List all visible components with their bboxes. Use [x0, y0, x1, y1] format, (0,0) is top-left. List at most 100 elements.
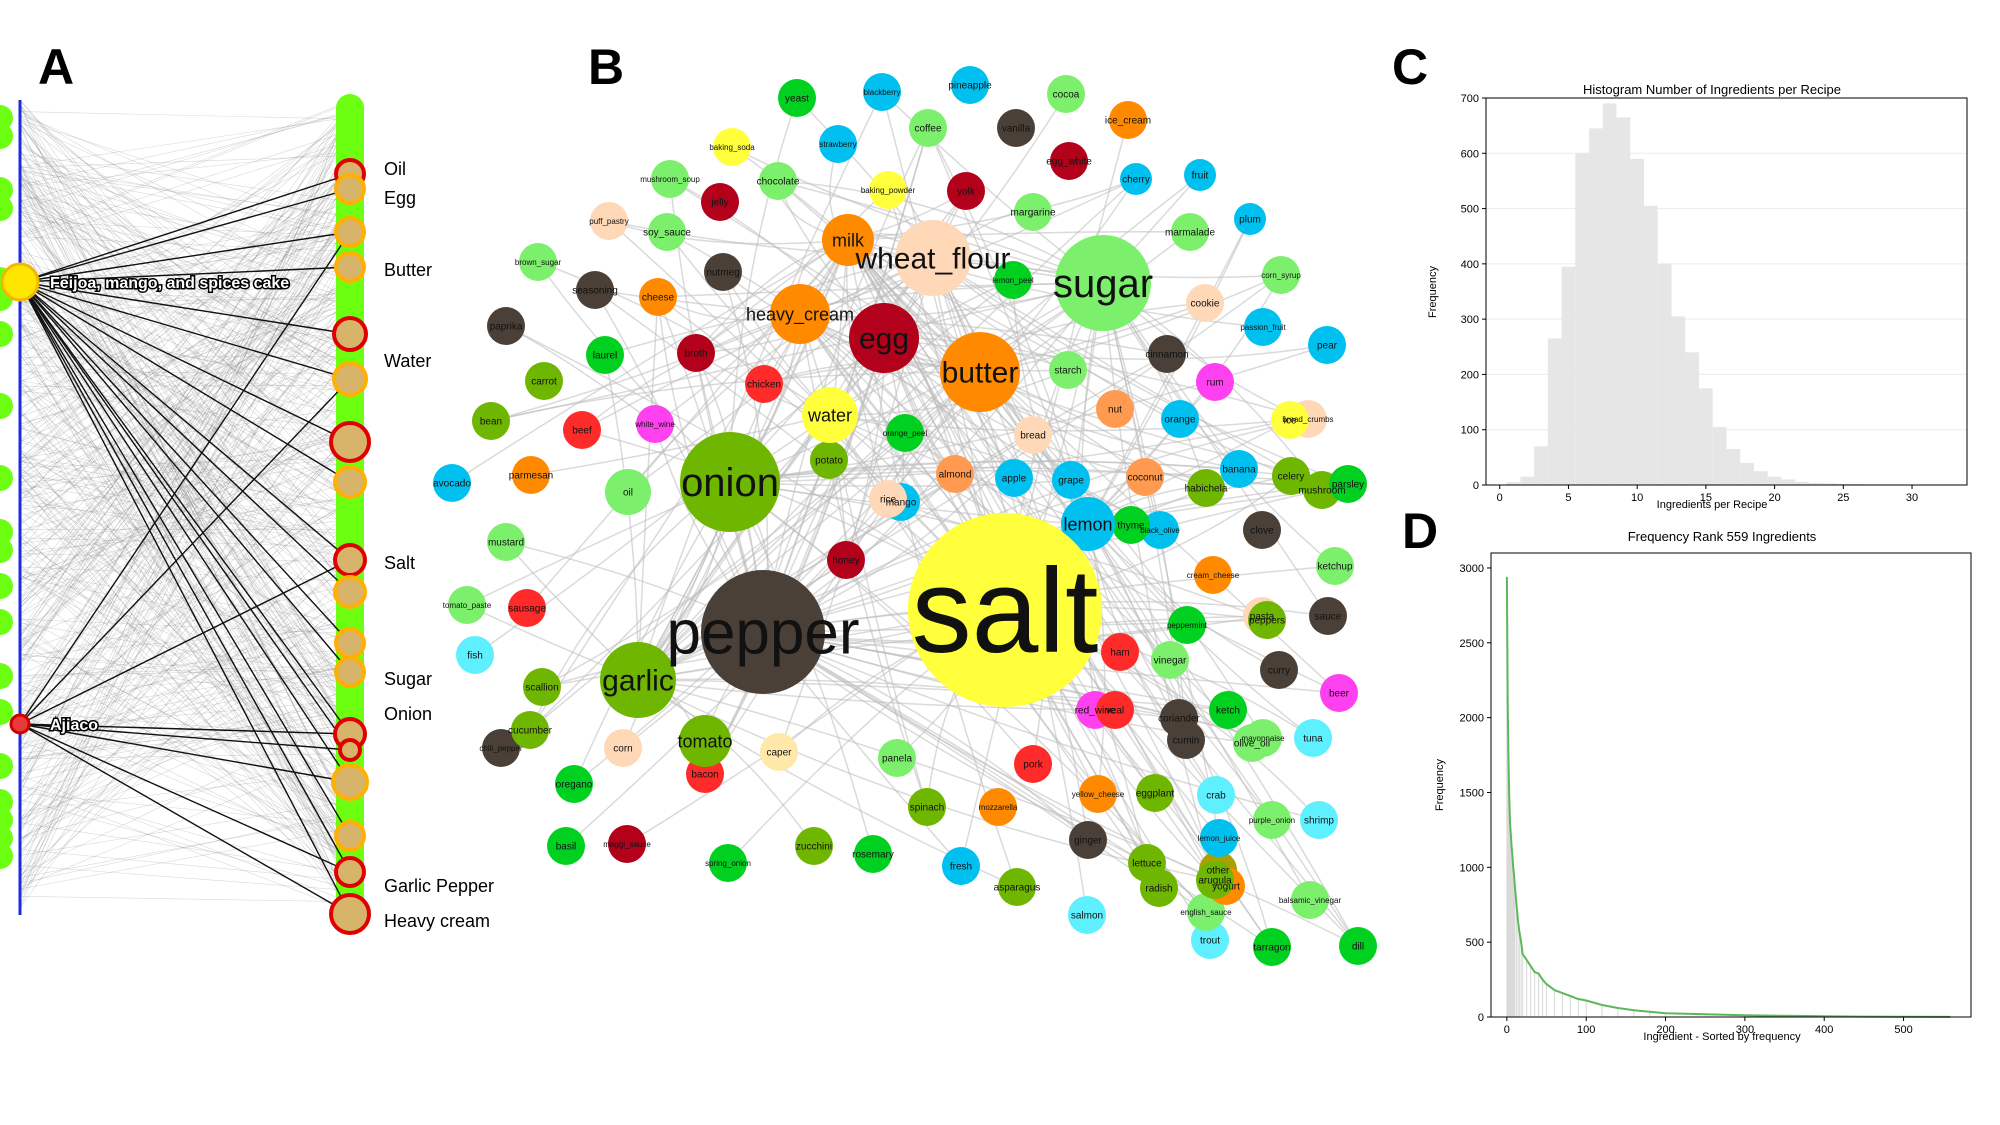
network-node: [869, 171, 907, 209]
histogram-bar: [1575, 153, 1589, 486]
background-edge: [19, 127, 351, 780]
highlight-edge: [19, 266, 351, 283]
network-edge: [637, 383, 765, 681]
background-edge: [19, 240, 351, 463]
background-edge: [19, 382, 351, 897]
network-node: [1308, 326, 1346, 364]
background-edge: [19, 117, 351, 357]
network-node-label: ketchup: [1317, 562, 1352, 573]
background-edge: [19, 123, 351, 560]
background-edge: [19, 518, 351, 838]
network-node-label: cinnamon: [1145, 350, 1188, 361]
background-edge: [19, 555, 351, 765]
network-node-label: starch: [1054, 366, 1081, 377]
network-node: [827, 541, 865, 579]
background-edge: [19, 238, 351, 904]
network-node: [1197, 776, 1235, 814]
ingredient-node: [0, 699, 13, 725]
histogram-bar: [1534, 446, 1548, 485]
background-edge: [19, 478, 351, 826]
background-edge: [19, 104, 351, 571]
background-edge: [19, 236, 351, 252]
network-node-label: lemon: [1063, 514, 1112, 534]
highlighted-ingredient-node: [334, 656, 366, 688]
network-node-label: chili_pepper: [479, 744, 522, 753]
network-node-label: margarine: [1010, 208, 1055, 219]
network-node-label: bread: [1020, 431, 1046, 442]
background-edge: [19, 482, 351, 869]
network-edge: [637, 679, 1229, 711]
network-node: [608, 825, 646, 863]
highlight-edge: [19, 173, 351, 283]
background-edge: [19, 170, 351, 216]
background-edge: [19, 380, 351, 441]
histogram-title: Histogram Number of Ingredients per Reci…: [1583, 82, 1841, 97]
network-node: [1262, 256, 1300, 294]
background-edge: [19, 162, 351, 636]
background-edge: [19, 111, 351, 675]
background-edge: [19, 244, 351, 895]
background-edge: [19, 635, 351, 813]
histogram-bar: [1822, 483, 1837, 485]
network-node-label: mozzarella: [979, 803, 1018, 812]
network-edge: [581, 257, 934, 431]
background-edge: [19, 102, 351, 237]
background-edge: [19, 596, 351, 885]
background-edge: [19, 563, 351, 804]
network-node: [1161, 400, 1199, 438]
histogram-bar: [1589, 128, 1603, 485]
network-node: [1047, 75, 1085, 113]
background-edge: [19, 102, 351, 474]
background-edge: [19, 106, 351, 634]
network-node: [651, 160, 689, 198]
network-node: [1014, 193, 1052, 231]
background-edge: [19, 452, 351, 647]
background-edge: [19, 288, 351, 516]
recipe-node: [0, 262, 40, 302]
histogram-bar: [1602, 103, 1617, 485]
background-edge: [19, 315, 351, 831]
highlighted-ingredient-node: [334, 216, 366, 248]
background-edge: [19, 324, 351, 499]
background-edge: [19, 460, 351, 549]
ingredient-node: [0, 843, 13, 869]
network-node: [1300, 801, 1338, 839]
background-edge: [19, 102, 351, 582]
network-node-label: oregano: [556, 780, 593, 791]
network-node: [1209, 691, 1247, 729]
background-edge: [19, 193, 351, 442]
network-node-label: puff_pastry: [589, 217, 628, 226]
histogram-y-tick-label: 700: [1461, 93, 1479, 105]
background-edge: [19, 473, 351, 889]
histogram-bar: [1506, 482, 1521, 485]
background-edge: [19, 110, 351, 301]
background-edge: [19, 182, 351, 437]
background-edge: [19, 295, 351, 544]
network-node: [1260, 651, 1298, 689]
highlighted-ingredient-node: [333, 465, 367, 499]
background-edge: [19, 116, 351, 167]
background-edge: [19, 177, 351, 620]
network-node: [998, 868, 1036, 906]
background-edge: [19, 183, 351, 470]
network-node-label: rice: [880, 495, 897, 506]
network-node-label: bacon: [691, 770, 718, 781]
network-node-label: ketch: [1216, 706, 1240, 717]
background-edge: [19, 105, 351, 654]
histogram-frame: [1485, 97, 1968, 486]
background-edge: [19, 688, 351, 820]
network-node-label: chocolate: [757, 177, 800, 188]
highlight-edge: [19, 281, 351, 483]
background-edge: [19, 252, 351, 522]
network-node-label: asparagus: [994, 883, 1041, 894]
network-node-label: onion: [681, 461, 779, 505]
network-node-label: corn: [613, 744, 632, 755]
network-node-label: mushroom: [1298, 486, 1345, 497]
network-node: [600, 642, 676, 718]
network-node: [869, 480, 907, 518]
background-edge: [19, 770, 351, 812]
background-edge: [19, 155, 351, 168]
network-node: [563, 411, 601, 449]
background-edge: [19, 351, 351, 494]
background-edge: [19, 343, 351, 874]
